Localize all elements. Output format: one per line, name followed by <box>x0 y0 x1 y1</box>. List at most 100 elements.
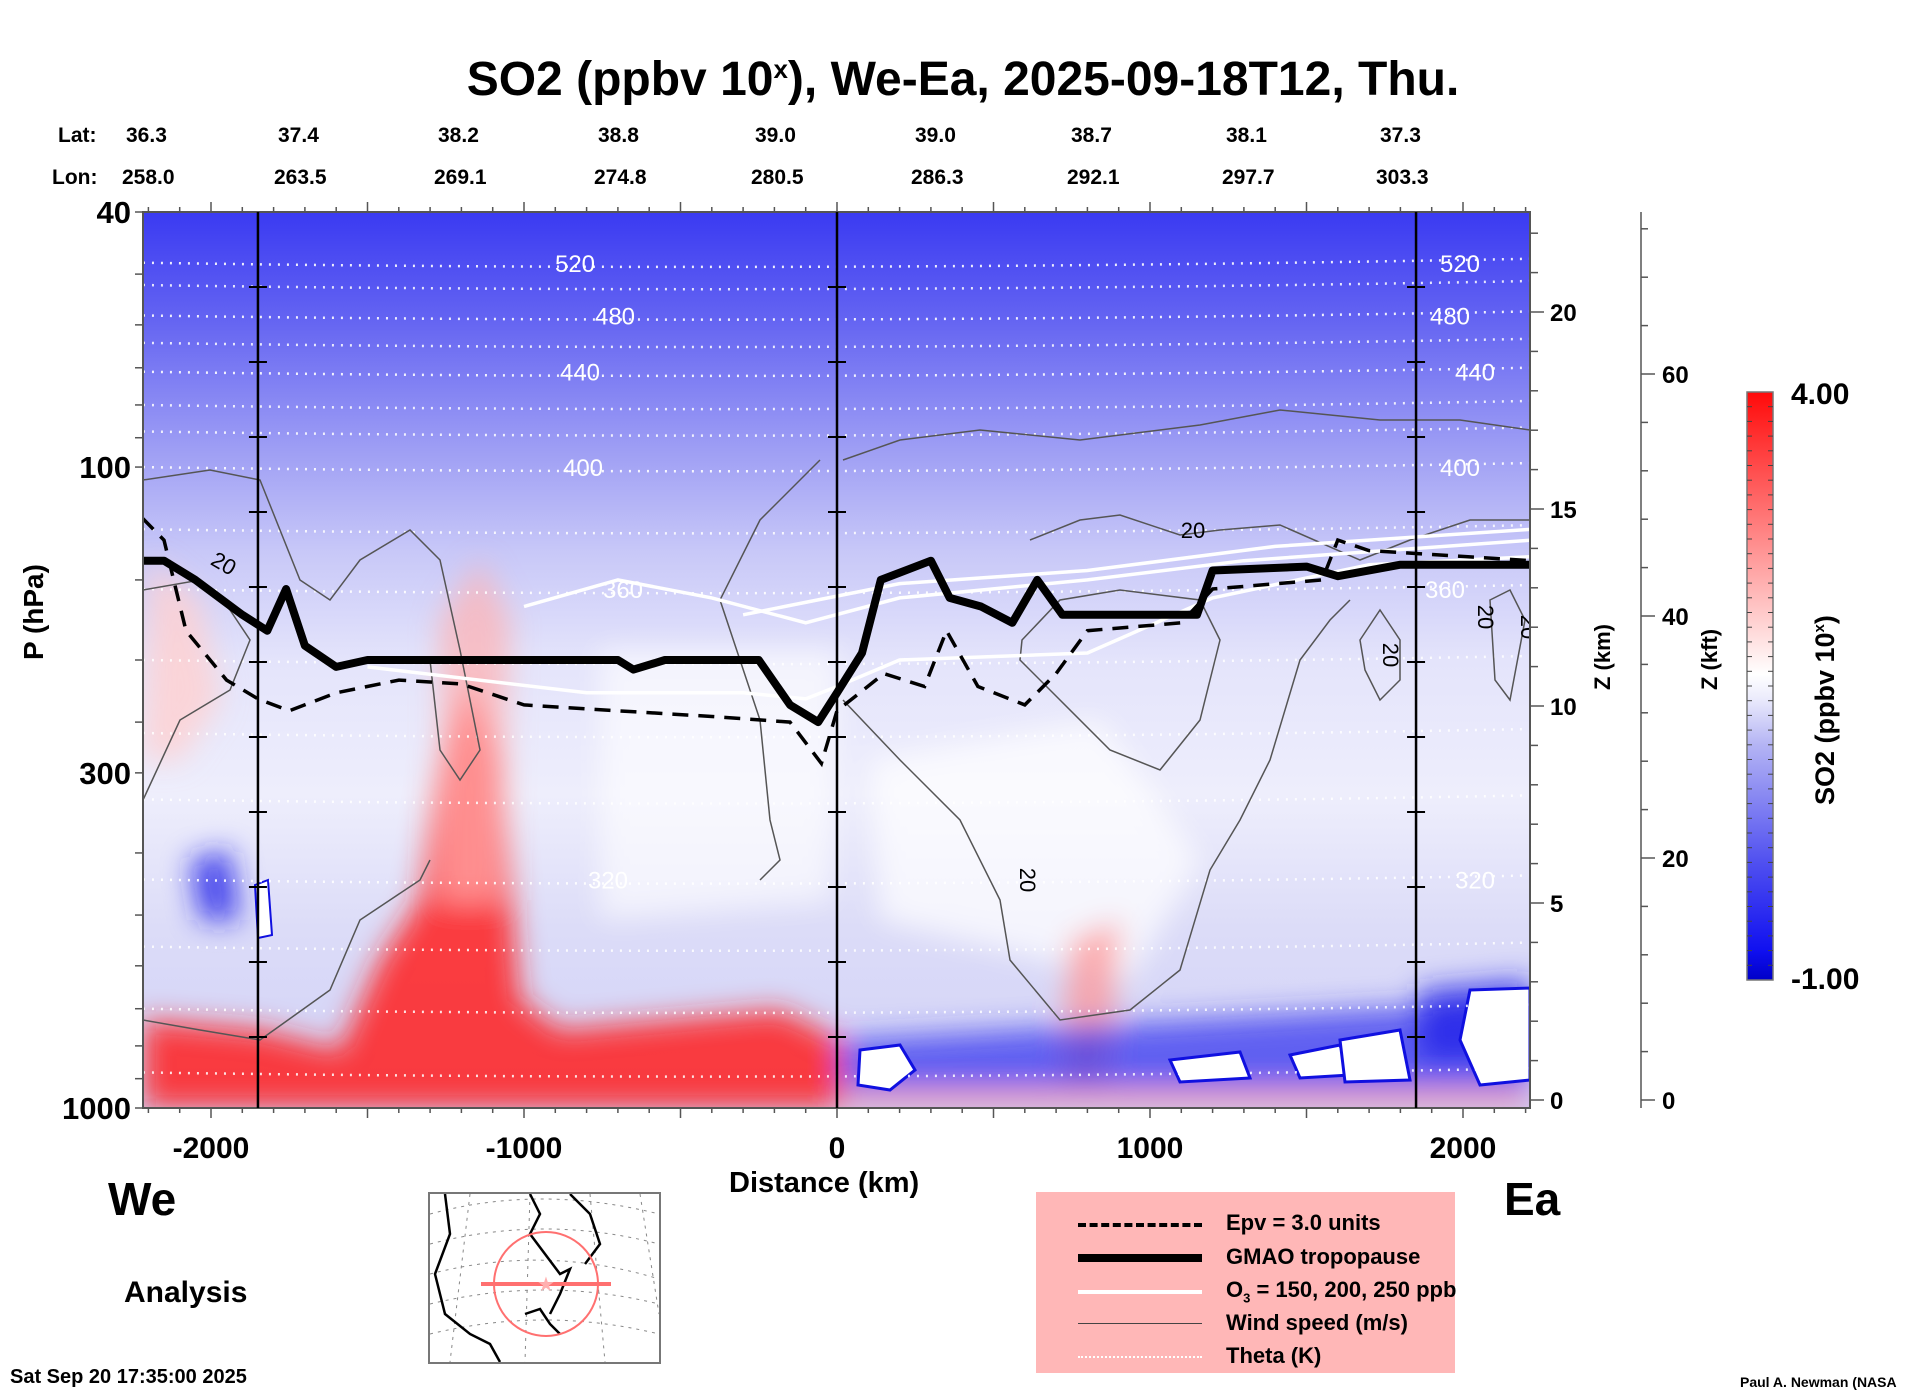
z-kft-tick-label: 60 <box>1662 362 1689 389</box>
so2-blue-spot <box>190 850 240 920</box>
wind-speed-label: 20 <box>1181 518 1205 543</box>
y-axis-pressure: 40 100 300 1000 <box>62 195 143 1126</box>
theta-contour <box>143 1003 1530 1015</box>
z-kft-tick-label: 40 <box>1662 604 1689 631</box>
legend-swatch-dotted <box>1078 1356 1202 1358</box>
lon-value: 263.5 <box>274 166 327 189</box>
x-tick-label: 1000 <box>1117 1132 1184 1165</box>
lat-value: 38.1 <box>1226 124 1267 147</box>
locator-map: ★ <box>428 1192 661 1364</box>
so2-saturated-patches <box>253 878 1530 1092</box>
x-axis: -2000 -1000 0 1000 2000 <box>147 202 1527 1165</box>
lat-value: 38.2 <box>438 124 479 147</box>
lon-value: 292.1 <box>1067 166 1120 189</box>
east-label: Ea <box>1504 1173 1561 1225</box>
lon-value: 297.7 <box>1222 166 1275 189</box>
z-km-tick-label: 5 <box>1550 891 1563 918</box>
so2-surface-red-east <box>840 1090 1530 1108</box>
theta-contour <box>143 461 1530 473</box>
wind-contour <box>143 469 481 782</box>
theta-label: 320 <box>588 867 628 894</box>
theta-contour <box>143 583 1530 595</box>
z-km-tick-label: 0 <box>1550 1088 1563 1115</box>
wind-contour <box>143 859 431 1041</box>
ozone-contour <box>742 527 1530 617</box>
theta-label: 480 <box>595 303 635 330</box>
wind-speed-label: 20 <box>1473 605 1498 629</box>
map-coastlines <box>433 1193 602 1363</box>
theta-contour <box>143 257 1530 269</box>
theta-label: 520 <box>555 251 595 278</box>
x-axis-title: Distance (km) <box>729 1167 920 1199</box>
credit: Paul A. Newman (NASA <box>1740 1374 1897 1390</box>
lat-value: 39.0 <box>915 124 956 147</box>
theta-label: 440 <box>1455 360 1495 387</box>
legend-item-tropopause: GMAO tropopause <box>1036 1240 1455 1274</box>
x-tick-label: 0 <box>829 1132 846 1165</box>
theta-label: 360 <box>1425 577 1465 604</box>
legend-swatch-thin <box>1078 1323 1202 1324</box>
map-svg: ★ <box>429 1193 660 1363</box>
saturated-patch <box>1167 1050 1253 1084</box>
saturated-patch <box>1338 1028 1412 1084</box>
lat-value: 37.4 <box>278 124 319 147</box>
theta-contours <box>143 257 1530 1078</box>
y-tick-label: 1000 <box>62 1091 131 1126</box>
legend-item-epv: Epv = 3.0 units <box>1036 1206 1455 1240</box>
z-kft-axis: 0 20 40 60 <box>1640 212 1689 1115</box>
z-km-tick-label: 15 <box>1550 497 1577 524</box>
legend-label: Wind speed (m/s) <box>1226 1310 1408 1335</box>
wind-contour <box>842 409 1530 461</box>
z-km-axis-title: Z (km) <box>1590 624 1615 690</box>
z-km-tick-label: 10 <box>1550 694 1577 721</box>
lat-value: 36.3 <box>126 124 167 147</box>
legend-swatch-dashed <box>1078 1223 1202 1227</box>
colorbar-title: SO2 (ppbv 10x) <box>1810 615 1840 805</box>
lon-value: 269.1 <box>434 166 487 189</box>
theta-contour <box>143 399 1530 411</box>
z-kft-tick-label: 0 <box>1662 1088 1675 1115</box>
theta-label: 400 <box>563 455 603 482</box>
y-axis-title: P (hPa) <box>18 564 49 660</box>
wind-contour <box>1359 608 1401 702</box>
lon-value: 258.0 <box>122 166 175 189</box>
lat-value: 37.3 <box>1380 124 1421 147</box>
lon-label: Lon: <box>52 166 98 189</box>
saturated-patch <box>1458 986 1530 1087</box>
analysis-label: Analysis <box>124 1276 248 1309</box>
lon-value: 286.3 <box>911 166 964 189</box>
lon-value: 303.3 <box>1376 166 1429 189</box>
y-tick-label: 300 <box>79 756 131 791</box>
wind-speed-label: 20 <box>1015 868 1040 892</box>
wind-speed-label: 20 <box>1378 643 1403 667</box>
theta-contour <box>143 794 1530 805</box>
y-tick-label: 100 <box>79 450 131 485</box>
map-graticule <box>429 1193 660 1363</box>
colorbar-max-label: 4.00 <box>1791 378 1850 411</box>
legend-label: O3 = 150, 200, 250 ppb <box>1226 1277 1457 1306</box>
theta-contour <box>143 1067 1530 1078</box>
colorbar <box>1746 391 1774 981</box>
lat-value: 38.8 <box>598 124 639 147</box>
theta-contour <box>143 874 1530 885</box>
saturated-patch <box>856 1043 917 1092</box>
z-kft-axis-title: Z (kft) <box>1697 628 1722 690</box>
legend-label: GMAO tropopause <box>1226 1244 1421 1269</box>
theta-contour <box>143 523 1530 535</box>
theta-contour <box>143 337 1530 349</box>
tropopause-path <box>143 556 1530 727</box>
theta-label: 440 <box>560 360 600 387</box>
theta-contour <box>143 279 1530 291</box>
so2-white-region <box>600 650 840 920</box>
so2-column <box>440 560 510 900</box>
lon-value: 274.8 <box>594 166 647 189</box>
x-tick-label: 2000 <box>1430 1132 1497 1165</box>
so2-patch-west <box>143 560 220 760</box>
theta-label: 480 <box>1430 303 1470 330</box>
theta-contour <box>143 366 1530 378</box>
legend-label: Epv = 3.0 units <box>1226 1210 1381 1235</box>
theta-contour <box>143 426 1530 437</box>
